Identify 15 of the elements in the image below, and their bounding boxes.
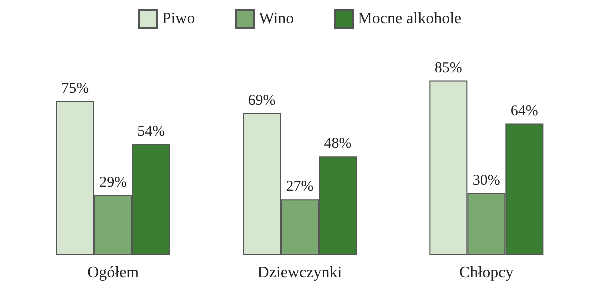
x-tick-label: Chłopcy xyxy=(460,264,514,282)
data-label: 54% xyxy=(138,124,166,140)
data-label: 75% xyxy=(62,80,90,97)
data-label: 85% xyxy=(434,60,462,76)
x-tick-label: Ogółem xyxy=(88,264,140,282)
data-label: 29% xyxy=(100,175,128,192)
data-label: 27% xyxy=(286,179,314,196)
data-label: 48% xyxy=(324,136,352,152)
legend-label: Mocne alkohole xyxy=(358,10,462,28)
x-tick-label: Dziewczynki xyxy=(258,264,343,282)
legend-label: Wino xyxy=(259,10,294,28)
legend-label: Piwo xyxy=(162,10,196,28)
data-label: 69% xyxy=(248,93,276,110)
data-label: 30% xyxy=(472,173,500,189)
data-label: 64% xyxy=(510,103,538,120)
